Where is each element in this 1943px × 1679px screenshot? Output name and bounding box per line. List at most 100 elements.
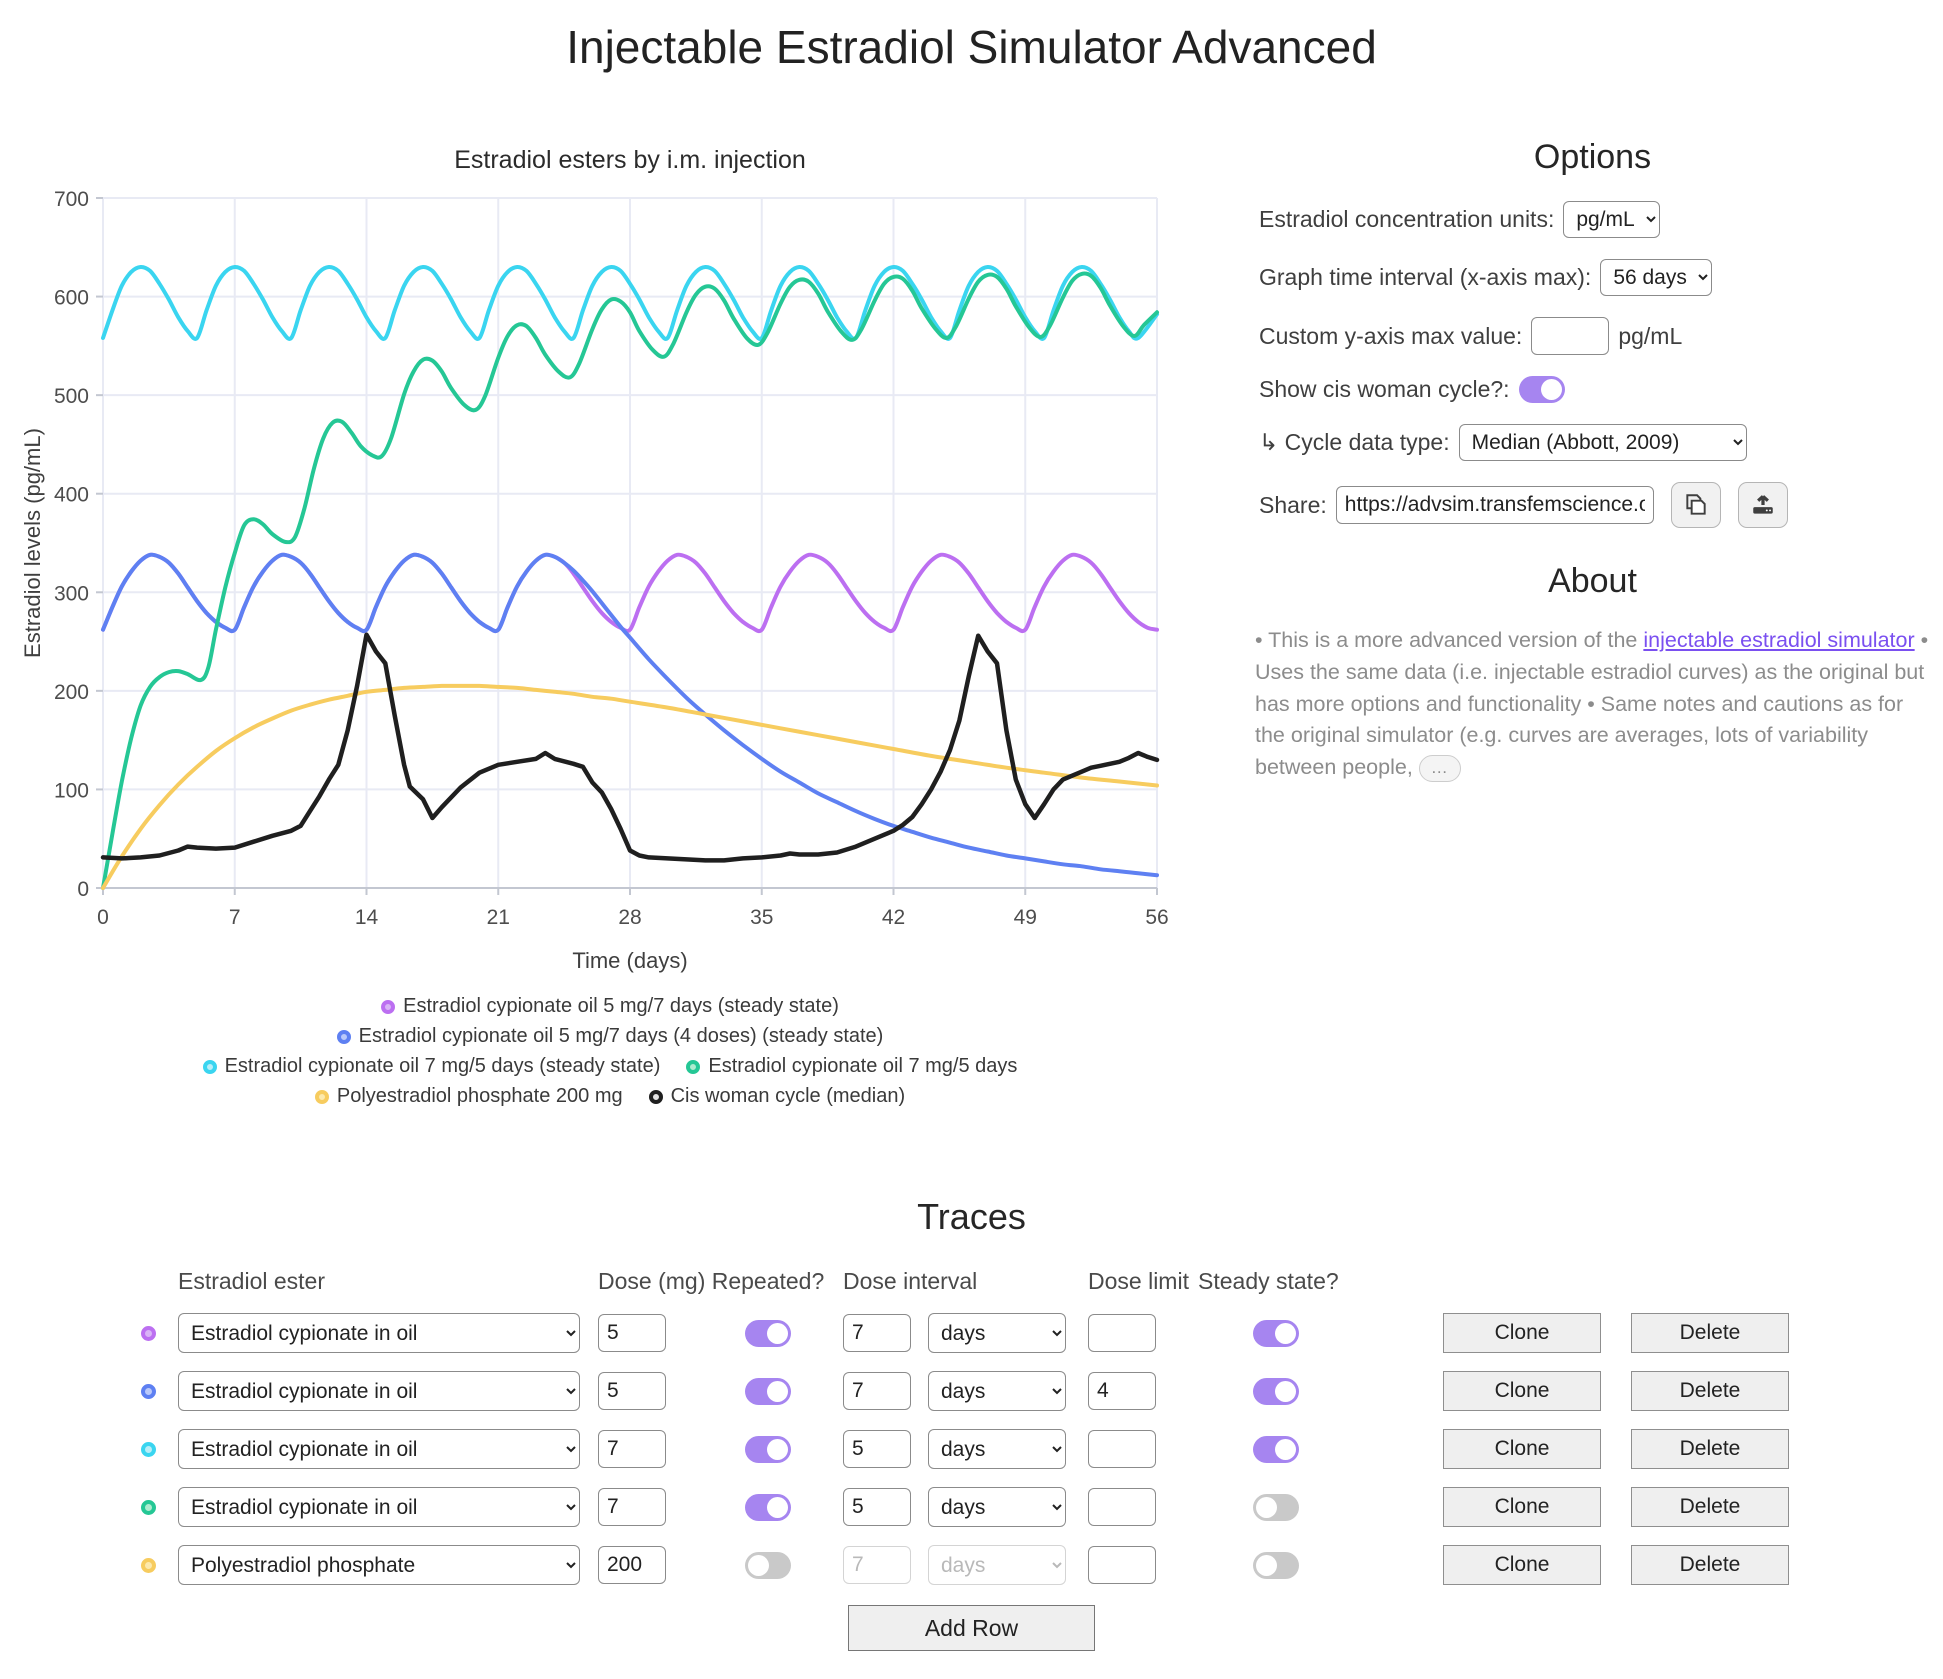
cycle-type-label: ↳ Cycle data type:: [1259, 429, 1450, 455]
y-tick-label: 300: [54, 582, 89, 605]
interval-unit-select[interactable]: days: [928, 1371, 1066, 1411]
dose-input[interactable]: [598, 1430, 666, 1468]
cycle-type-select[interactable]: Median (Abbott, 2009): [1458, 424, 1747, 461]
x-tick-label: 35: [750, 906, 773, 929]
share-label: Share:: [1259, 491, 1327, 518]
about-heading: About: [1548, 562, 1637, 600]
legend-row: Estradiol cypionate oil 5 mg/7 days (4 d…: [20, 1025, 1200, 1048]
legend-marker-icon: [686, 1059, 701, 1074]
legend-label: Estradiol cypionate oil 7 mg/5 days: [708, 1055, 1018, 1077]
dose-interval-input[interactable]: [843, 1372, 911, 1410]
add-row-button[interactable]: Add Row: [848, 1605, 1095, 1651]
legend-item[interactable]: Estradiol cypionate oil 7 mg/5 days: [686, 1055, 1017, 1078]
y-tick-label: 600: [54, 287, 89, 310]
legend-item[interactable]: Polyestradiol phosphate 200 mg: [314, 1085, 623, 1108]
trace-row: Estradiol cypionate in oil days Clone De…: [134, 1309, 1809, 1357]
dose-limit-input[interactable]: [1088, 1430, 1156, 1468]
interval-unit-select[interactable]: days: [928, 1313, 1066, 1353]
delete-button[interactable]: Delete: [1631, 1429, 1789, 1469]
ymax-row: Custom y-axis max value: pg/mL: [1259, 317, 1930, 355]
dose-input[interactable]: [598, 1546, 666, 1584]
ymax-label: Custom y-axis max value:: [1259, 322, 1523, 349]
header-dose: Dose (mg): [598, 1268, 706, 1294]
x-axis-label: Time (days): [572, 948, 687, 973]
interval-unit-select[interactable]: days: [928, 1429, 1066, 1469]
dose-interval-input[interactable]: [843, 1430, 911, 1468]
dose-input[interactable]: [598, 1372, 666, 1410]
clone-button[interactable]: Clone: [1443, 1429, 1601, 1469]
repeated-toggle[interactable]: [745, 1493, 791, 1521]
clone-button[interactable]: Clone: [1443, 1313, 1601, 1353]
delete-button[interactable]: Delete: [1631, 1487, 1789, 1527]
units-select[interactable]: pg/mL: [1563, 201, 1661, 238]
dose-interval-input[interactable]: [843, 1488, 911, 1526]
x-tick-label: 56: [1145, 906, 1168, 929]
interval-unit-select[interactable]: days: [928, 1545, 1066, 1585]
delete-button[interactable]: Delete: [1631, 1313, 1789, 1353]
original-simulator-link[interactable]: injectable estradiol simulator: [1643, 628, 1915, 652]
steady-state-toggle[interactable]: [1252, 1435, 1299, 1463]
dose-limit-input[interactable]: [1088, 1314, 1156, 1352]
header-limit: Dose limit: [1088, 1268, 1189, 1294]
legend-marker-icon: [336, 1029, 351, 1044]
ester-select[interactable]: Polyestradiol phosphate: [178, 1545, 580, 1585]
legend-item[interactable]: Estradiol cypionate oil 5 mg/7 days (4 d…: [336, 1025, 883, 1048]
delete-button[interactable]: Delete: [1631, 1545, 1789, 1585]
y-tick-label: 500: [54, 385, 89, 408]
legend-item[interactable]: Estradiol cypionate oil 7 mg/5 days (ste…: [202, 1055, 660, 1078]
y-tick-label: 0: [77, 878, 89, 901]
dose-limit-input[interactable]: [1088, 1488, 1156, 1526]
chart-legend: Estradiol cypionate oil 5 mg/7 days (ste…: [20, 995, 1200, 1115]
dose-interval-input[interactable]: [843, 1546, 911, 1584]
y-tick-label: 700: [54, 188, 89, 211]
legend-item[interactable]: Estradiol cypionate oil 5 mg/7 days (ste…: [381, 995, 839, 1018]
ymax-input[interactable]: [1531, 317, 1610, 355]
dose-limit-input[interactable]: [1088, 1372, 1156, 1410]
dose-limit-input[interactable]: [1088, 1546, 1156, 1584]
trace-color-icon: [141, 1441, 156, 1457]
repeated-toggle[interactable]: [745, 1435, 791, 1463]
dose-interval-input[interactable]: [843, 1314, 911, 1352]
interval-unit-select[interactable]: days: [928, 1487, 1066, 1527]
estradiol-chart: 0 100 200 300 400 500 600 700 0 7 14 21 28 35 42 49 56 Es…: [20, 128, 1200, 986]
dose-input[interactable]: [598, 1488, 666, 1526]
steady-state-toggle[interactable]: [1252, 1551, 1299, 1579]
share-row: Share:: [1259, 482, 1930, 528]
download-button[interactable]: [1737, 482, 1788, 528]
repeated-toggle[interactable]: [745, 1377, 791, 1405]
x-tick-label: 7: [229, 906, 241, 929]
steady-state-toggle[interactable]: [1252, 1493, 1299, 1521]
steady-state-toggle[interactable]: [1252, 1377, 1299, 1405]
dose-input[interactable]: [598, 1314, 666, 1352]
units-row: Estradiol concentration units: pg/mL: [1259, 201, 1930, 238]
copy-link-button[interactable]: [1670, 482, 1721, 528]
ester-select[interactable]: Estradiol cypionate in oil: [178, 1429, 580, 1469]
time-interval-select[interactable]: 56 days: [1600, 259, 1713, 296]
ester-select[interactable]: Estradiol cypionate in oil: [178, 1487, 580, 1527]
ymax-unit-label: pg/mL: [1618, 322, 1683, 349]
clone-button[interactable]: Clone: [1443, 1545, 1601, 1585]
repeated-toggle[interactable]: [745, 1551, 791, 1579]
cis-cycle-toggle[interactable]: [1518, 376, 1565, 403]
legend-row: Estradiol cypionate oil 5 mg/7 days (ste…: [20, 995, 1200, 1018]
repeated-toggle[interactable]: [745, 1319, 791, 1347]
delete-button[interactable]: Delete: [1631, 1371, 1789, 1411]
header-ester: Estradiol ester: [178, 1268, 326, 1294]
cis-cycle-label: Show cis woman cycle?:: [1259, 376, 1510, 402]
right-panel: Options Estradiol concentration units: p…: [1255, 138, 1930, 784]
clone-button[interactable]: Clone: [1443, 1371, 1601, 1411]
legend-row: Polyestradiol phosphate 200 mg Cis woman …: [20, 1085, 1200, 1108]
share-url-input[interactable]: [1335, 486, 1654, 524]
x-tick-label: 28: [618, 906, 641, 929]
legend-item[interactable]: Cis woman cycle (median): [648, 1085, 905, 1108]
expand-about-button[interactable]: …: [1418, 755, 1461, 783]
clone-button[interactable]: Clone: [1443, 1487, 1601, 1527]
units-label: Estradiol concentration units:: [1259, 206, 1555, 232]
ester-select[interactable]: Estradiol cypionate in oil: [178, 1371, 580, 1411]
legend-marker-icon: [381, 999, 396, 1014]
steady-state-toggle[interactable]: [1252, 1319, 1299, 1347]
y-tick-label: 200: [54, 681, 89, 704]
x-tick-label: 0: [97, 906, 109, 929]
ester-select[interactable]: Estradiol cypionate in oil: [178, 1313, 580, 1353]
trace-row: Estradiol cypionate in oil days Clone De…: [134, 1483, 1809, 1531]
